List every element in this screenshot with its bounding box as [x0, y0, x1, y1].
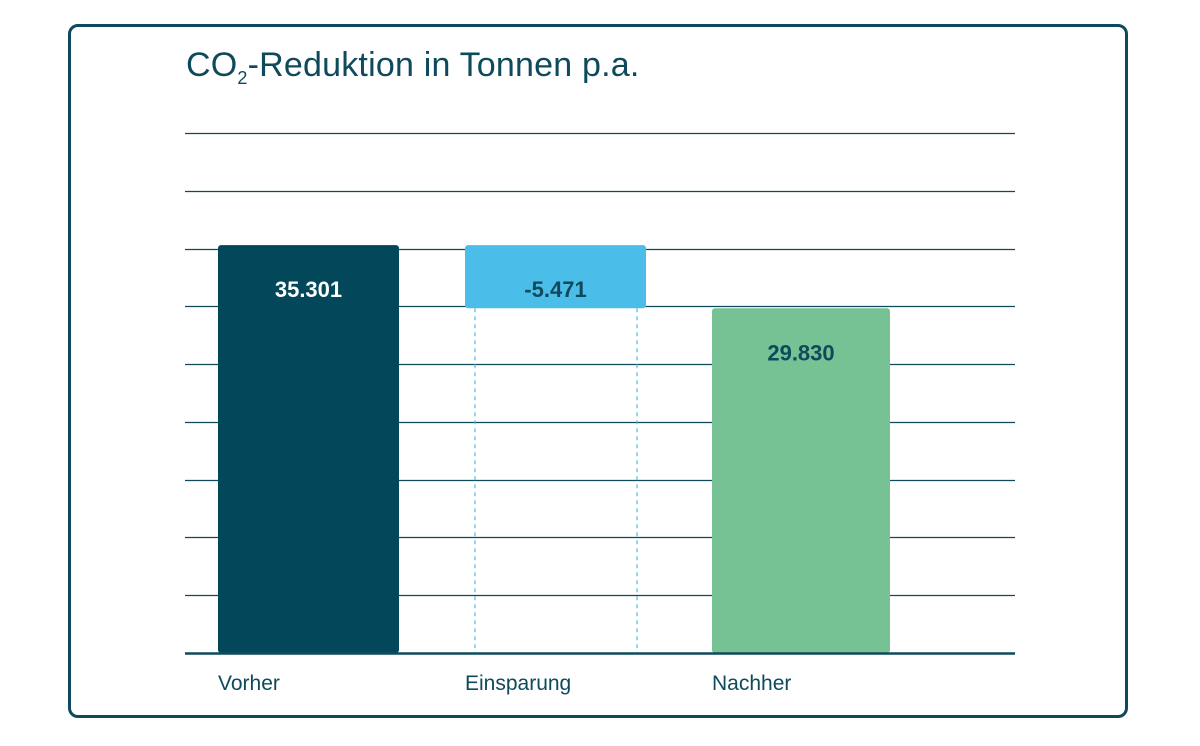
data-label: -5.471: [524, 277, 586, 302]
data-label: 29.830: [767, 340, 834, 365]
category-label: Vorher: [218, 672, 280, 695]
bar-einsparung: [465, 245, 646, 309]
data-label: 35.301: [275, 277, 342, 302]
bar-vorher: [218, 245, 399, 653]
chart-title: CO2-Reduktion in Tonnen p.a.: [186, 46, 640, 88]
category-label: Nachher: [712, 672, 791, 695]
category-label: Einsparung: [465, 672, 571, 695]
bar-nachher: [712, 308, 890, 653]
